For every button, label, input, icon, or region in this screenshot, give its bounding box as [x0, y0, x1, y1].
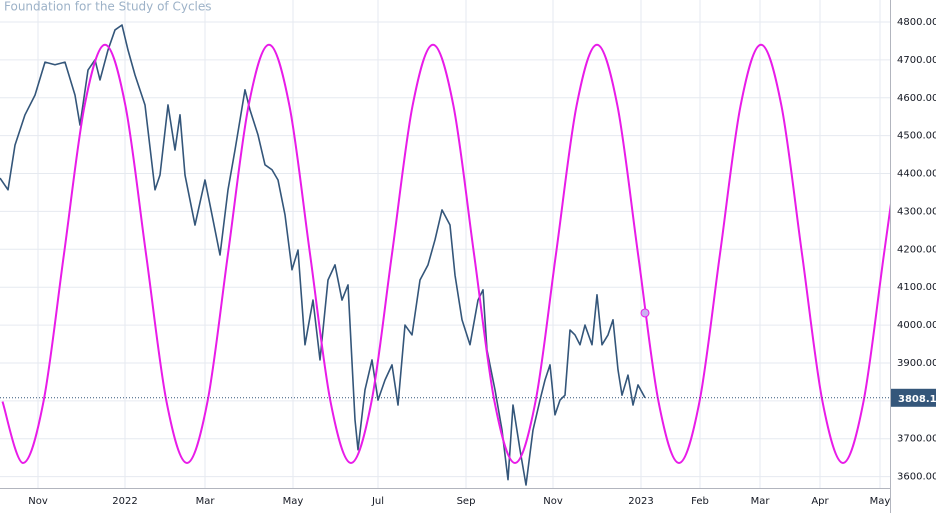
last-price-tag — [891, 388, 936, 407]
y-tick-label: 3700.00 — [897, 434, 936, 445]
chart-title: Foundation for the Study of Cycles — [4, 0, 212, 14]
x-tick-label: Feb — [691, 496, 709, 507]
price-line — [0, 24, 646, 486]
y-tick-label: 4800.00 — [897, 17, 936, 28]
last-price-label: 3808.10 — [898, 394, 936, 405]
y-tick-label: 3600.00 — [897, 472, 936, 483]
x-tick-label: Mar — [196, 496, 216, 507]
x-tick-label: Mar — [751, 496, 771, 507]
y-tick-label: 4600.00 — [897, 93, 936, 104]
x-tick-label: 2023 — [628, 496, 653, 507]
y-tick-label: 3900.00 — [897, 358, 936, 369]
x-tick-label: 2022 — [112, 496, 137, 507]
x-tick-label: Jul — [371, 496, 384, 507]
grid — [0, 0, 890, 488]
x-tick-label: Nov — [28, 496, 48, 507]
y-tick-label: 4000.00 — [897, 320, 936, 331]
x-tick-label: Nov — [543, 496, 563, 507]
x-tick-label: May — [283, 496, 304, 507]
plot-area — [0, 24, 890, 486]
y-tick-label: 4200.00 — [897, 244, 936, 255]
y-tick-label: 4400.00 — [897, 169, 936, 180]
x-tick-label: May — [870, 496, 891, 507]
cycle-line — [1, 43, 890, 464]
y-tick-label: 4700.00 — [897, 55, 936, 66]
y-tick-label: 4500.00 — [897, 131, 936, 142]
cycle-marker — [640, 308, 650, 318]
y-tick-label: 4100.00 — [897, 282, 936, 293]
y-tick-label: 4300.00 — [897, 206, 936, 217]
x-tick-label: Sep — [457, 496, 476, 507]
x-tick-label: Apr — [811, 496, 829, 507]
